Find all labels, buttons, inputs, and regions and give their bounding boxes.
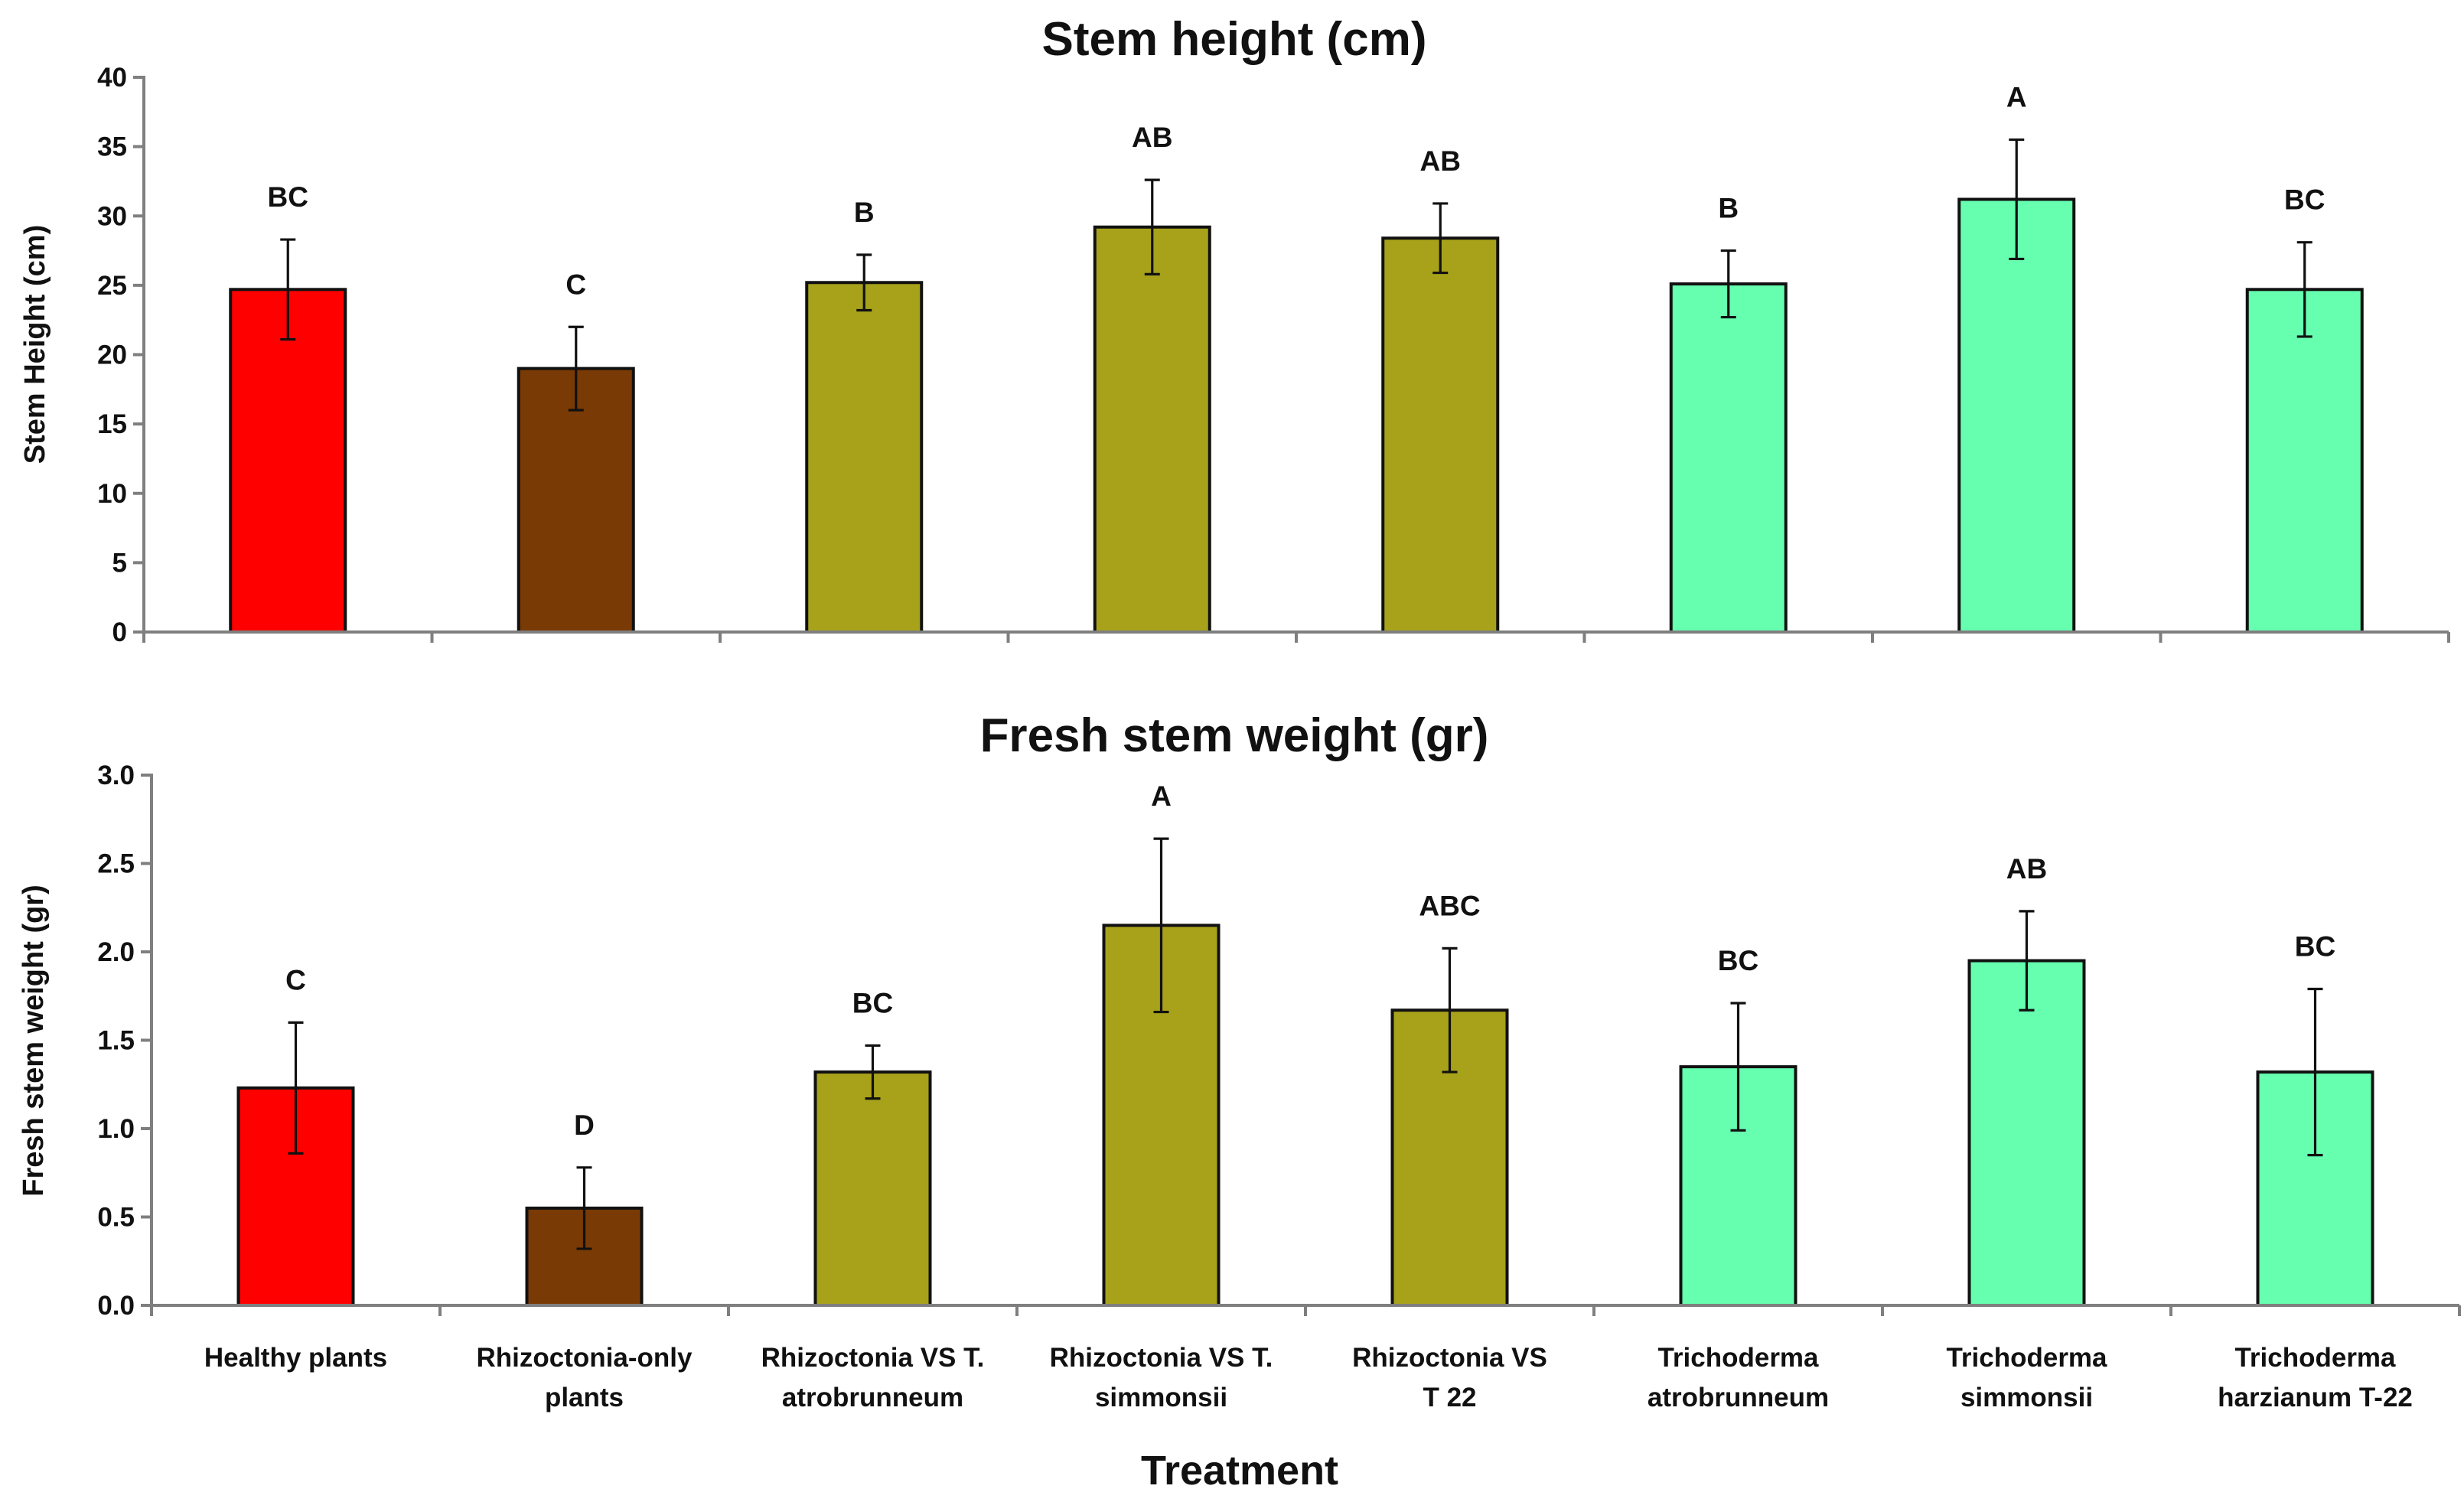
fresh-stem-weight-significance-letter: D [574,1109,595,1141]
category-label: Rhizoctonia VS T. simmonsii [1050,1343,1273,1412]
stem-height-title: Stem height (cm) [1042,13,1427,66]
stem-height-bar [2245,288,2364,634]
fresh-stem-weight-error-bar [1153,837,1169,1014]
fresh-stem-weight-error-bar [2019,910,2035,1012]
stem-height-error-bar [856,253,872,312]
stem-height-y-tick-label: 40 [97,63,127,93]
category-label: Trichoderma atrobrunneum [1648,1343,1829,1412]
fresh-stem-weight-error-bar [288,1021,304,1155]
category-labels: Healthy plants Rhizoctonia-only plants Rhiz… [204,1343,2413,1412]
stem-height-y-tick-label: 35 [97,132,127,162]
stem-height-significance-letter: AB [1420,145,1461,177]
stem-height-significance-letter: B [1718,193,1739,224]
fresh-stem-weight-error-bar [865,1044,881,1100]
stem-height-error-bar [280,238,296,341]
stem-height-error-bar [2009,138,2025,261]
fresh-stem-weight-y-tick-label: 2.0 [97,937,135,967]
fresh-stem-weight-bar [813,1070,932,1307]
fresh-stem-weight-significance-letter: AB [2006,853,2047,885]
category-label: Trichoderma harzianum T-22 [2218,1343,2413,1412]
stem-height-axes [142,76,2450,643]
fresh-stem-weight-significance-letter: C [285,964,306,995]
stem-height-error-bar [1144,178,1160,275]
stem-height-bar [1093,225,1211,634]
stem-height-y-tick-label: 20 [97,340,127,370]
fresh-stem-weight-y-tick-label: 0.5 [97,1203,135,1233]
stem-height-y-tick-label: 30 [97,201,127,231]
category-label: Rhizoctonia VS T. atrobrunneum [761,1343,985,1412]
stem-height-significance-letter: B [854,197,875,228]
stem-height-y-tick-label: 0 [112,617,127,647]
category-label: Rhizoctonia VS T 22 [1352,1343,1547,1412]
fresh-stem-weight-chart: Fresh stem weight (gr) Fresh stem weight… [18,709,2461,1321]
stem-height-bars: BC C B AB AB B A BC [229,82,2364,634]
stem-height-bar [517,367,635,634]
stem-height-chart: Stem height (cm) Stem Height (cm) 0 5 10 15… [19,13,2450,647]
stem-height-y-ticks: 0 5 10 15 20 25 30 35 40 [97,63,144,647]
fresh-stem-weight-error-bar [2307,987,2323,1157]
fresh-stem-weight-significance-letter: BC [1718,945,1758,976]
fresh-stem-weight-y-tick-label: 1.5 [97,1026,135,1056]
fresh-stem-weight-y-axis-label: Fresh stem weight (gr) [18,885,50,1197]
fresh-stem-weight-error-bar [576,1166,592,1250]
stem-height-y-tick-label: 10 [97,479,127,509]
stem-height-error-bar [1432,202,1449,275]
fresh-stem-weight-error-bar [1442,946,1458,1074]
stem-height-error-bar [2296,241,2312,338]
stem-height-y-tick-label: 15 [97,409,127,439]
stem-height-significance-letter: A [2006,82,2027,113]
stem-height-significance-letter: BC [2284,184,2325,216]
fresh-stem-weight-bars: C D BC A ABC BC AB BC [236,780,2374,1308]
stem-height-y-tick-label: 5 [112,548,127,578]
stem-height-bar [1381,236,1500,634]
fresh-stem-weight-significance-letter: A [1151,780,1172,812]
category-label: Trichoderma simmonsii [1946,1343,2107,1412]
category-label: Rhizoctonia-only plants [477,1343,693,1412]
stem-height-significance-letter: C [565,269,586,300]
stem-height-bar [1957,197,2076,634]
fresh-stem-weight-y-tick-label: 0.0 [97,1291,135,1321]
stem-height-significance-letter: BC [268,181,308,213]
fresh-stem-weight-y-tick-label: 2.5 [97,849,135,879]
stem-height-y-axis-label: Stem Height (cm) [19,225,51,464]
fresh-stem-weight-title: Fresh stem weight (gr) [980,709,1489,762]
fresh-stem-weight-significance-letter: BC [852,987,893,1018]
fresh-stem-weight-significance-letter: ABC [1419,890,1480,921]
category-label: Healthy plants [204,1343,387,1373]
fresh-stem-weight-y-tick-label: 1.0 [97,1114,135,1144]
stem-height-bar [229,288,347,634]
fresh-stem-weight-bar [1967,959,2086,1308]
fresh-stem-weight-y-tick-label: 3.0 [97,761,135,790]
stem-height-error-bar [568,325,584,412]
stem-height-bar [805,281,924,634]
stem-height-y-tick-label: 25 [97,271,127,301]
fresh-stem-weight-axes [150,774,2461,1316]
stem-height-error-bar [1720,249,1736,319]
fresh-stem-weight-significance-letter: BC [2295,931,2335,963]
fresh-stem-weight-y-ticks: 0.0 0.5 1.0 1.5 2.0 2.5 3.0 [97,761,152,1321]
stem-height-significance-letter: AB [1132,122,1172,153]
x-axis-title: Treatment [1141,1448,1338,1494]
stem-height-bar [1669,282,1788,634]
fresh-stem-weight-error-bar [1730,1002,1746,1132]
